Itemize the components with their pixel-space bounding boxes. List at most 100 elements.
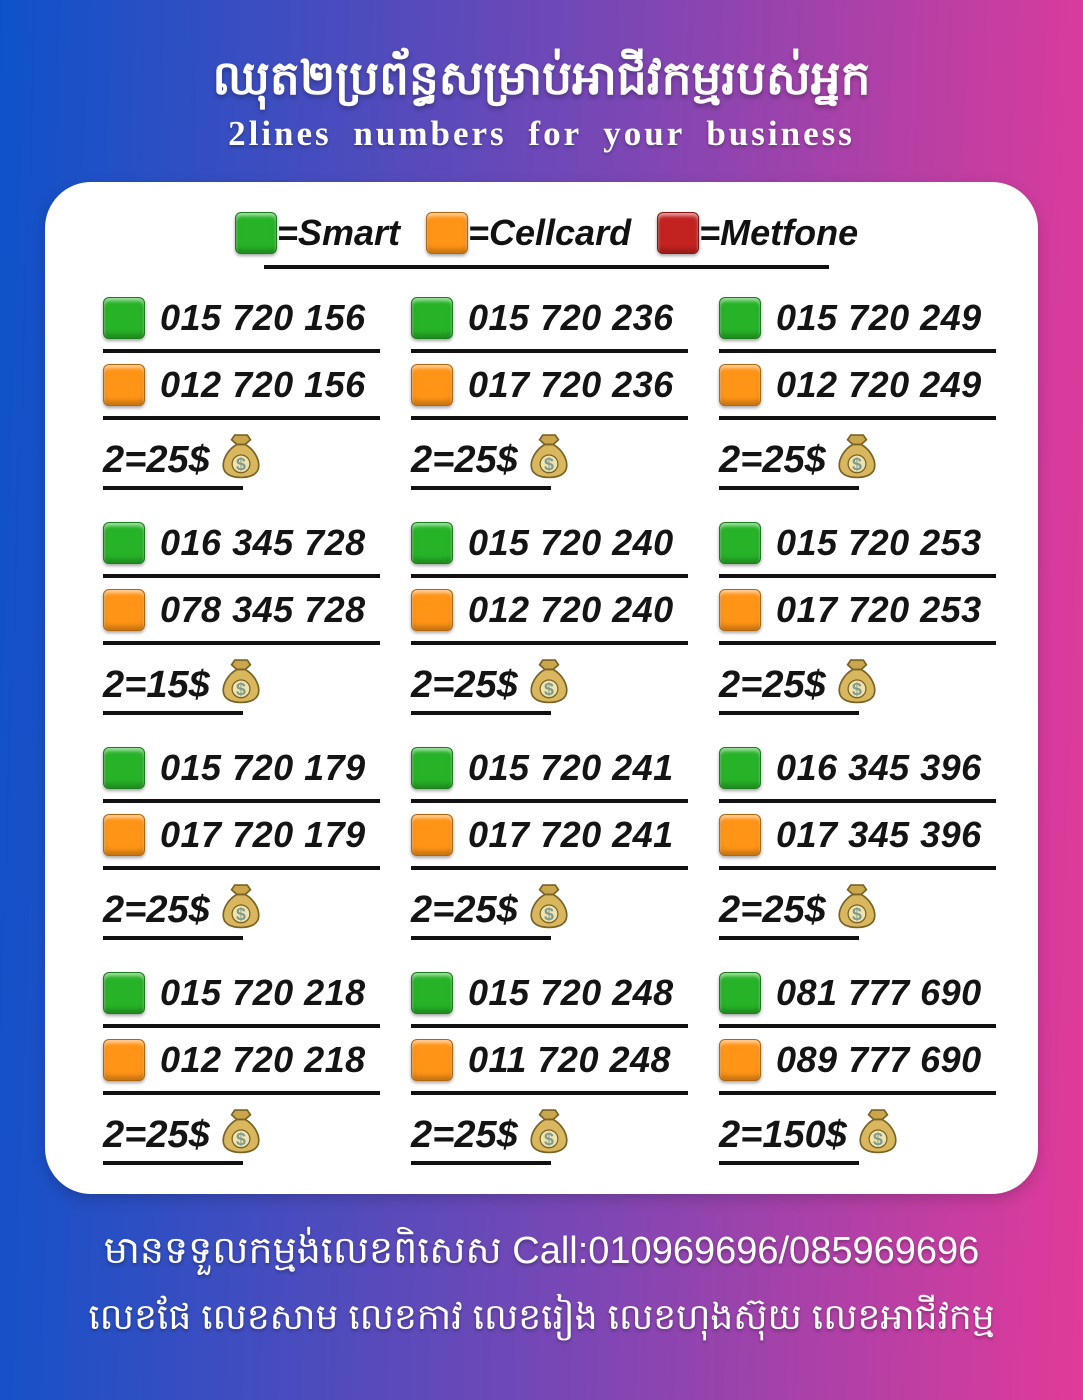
secondary-number-line: 017 720 253 [719, 587, 996, 633]
price-label: 2=25$ [411, 889, 518, 932]
divider [411, 1161, 551, 1166]
price-line: 2=25$ $ [411, 879, 688, 929]
number-pair-cell: 015 720 156 012 720 156 2=25$ $ [103, 295, 380, 491]
phone-number-primary: 015 720 248 [468, 972, 674, 1014]
number-pair-cell: 015 720 240 012 720 240 2=25$ $ [411, 520, 688, 716]
primary-number-line: 015 720 248 [411, 970, 688, 1016]
phone-number-secondary: 089 777 690 [776, 1039, 982, 1081]
cellcard-color-swatch [719, 589, 761, 632]
number-pair-cell: 015 720 179 017 720 179 2=25$ $ [103, 745, 380, 941]
price-line: 2=150$ $ [719, 1104, 996, 1154]
phone-number-secondary: 012 720 240 [468, 589, 674, 631]
smart-color-swatch [719, 972, 761, 1015]
primary-number-line: 015 720 253 [719, 520, 996, 566]
smart-color-swatch [103, 522, 145, 565]
price-label: 2=25$ [719, 439, 826, 482]
secondary-number-line: 078 345 728 [103, 587, 380, 633]
secondary-number-line: 017 720 236 [411, 362, 688, 408]
svg-text:$: $ [852, 680, 862, 700]
phone-number-secondary: 017 720 241 [468, 814, 674, 856]
number-pair-cell: 015 720 253 017 720 253 2=25$ $ [719, 520, 996, 716]
price-line: 2=25$ $ [103, 879, 380, 929]
divider [103, 349, 380, 354]
svg-text:$: $ [544, 905, 554, 925]
svg-text:$: $ [544, 1130, 554, 1150]
divider [719, 1091, 996, 1096]
divider [411, 349, 688, 354]
phone-number-secondary: 012 720 156 [160, 364, 366, 406]
cellcard-color-swatch [103, 1039, 145, 1082]
price-label: 2=25$ [411, 664, 518, 707]
price-label: 2=25$ [103, 889, 210, 932]
cellcard-color-swatch [719, 814, 761, 857]
money-bag-icon: $ [838, 659, 876, 704]
primary-number-line: 016 345 396 [719, 745, 996, 791]
cellcard-color-swatch [103, 589, 145, 632]
price-line: 2=25$ $ [411, 429, 688, 479]
divider [411, 866, 688, 871]
divider [103, 416, 380, 421]
divider [719, 866, 996, 871]
divider [103, 866, 380, 871]
money-bag-icon: $ [859, 1109, 897, 1154]
smart-color-swatch [411, 522, 453, 565]
cellcard-color-swatch [411, 589, 453, 632]
secondary-number-line: 012 720 156 [103, 362, 380, 408]
phone-number-primary: 015 720 156 [160, 297, 366, 339]
smart-color-swatch [411, 297, 453, 340]
phone-number-primary: 015 720 218 [160, 972, 366, 1014]
footer-contact-line: មានទទួលកម្មង់លេខពិសេស Call:010969696/085… [103, 1230, 980, 1273]
primary-number-line: 016 345 728 [103, 520, 380, 566]
divider [411, 711, 551, 716]
divider [411, 1024, 688, 1029]
divider [719, 1161, 859, 1166]
divider [103, 711, 243, 716]
price-line: 2=25$ $ [411, 1104, 688, 1154]
divider [719, 641, 996, 646]
legend-item-label: =Metfone [699, 212, 859, 254]
price-label: 2=25$ [411, 439, 518, 482]
cellcard-color-swatch [103, 364, 145, 407]
svg-text:$: $ [236, 1130, 246, 1150]
page-title: ឈុត២ប្រព័ន្ធសម្រាប់អាជីវកម្មរបស់អ្នក [212, 51, 871, 104]
divider [719, 416, 996, 421]
money-bag-icon: $ [530, 884, 568, 929]
phone-number-primary: 015 720 179 [160, 747, 366, 789]
smart-color-swatch [719, 522, 761, 565]
phone-number-primary: 015 720 253 [776, 522, 982, 564]
divider [411, 1091, 688, 1096]
price-label: 2=15$ [103, 664, 210, 707]
cellcard-color-swatch [425, 212, 468, 255]
phone-number-primary: 016 345 396 [776, 747, 982, 789]
number-pair-cell: 015 720 241 017 720 241 2=25$ $ [411, 745, 688, 941]
svg-text:$: $ [852, 905, 862, 925]
divider [103, 799, 380, 804]
primary-number-line: 015 720 156 [103, 295, 380, 341]
footer: មានទទួលកម្មង់លេខពិសេស Call:010969696/085… [0, 1226, 1083, 1347]
phone-number-secondary: 012 720 249 [776, 364, 982, 406]
smart-color-swatch [103, 972, 145, 1015]
phone-number-secondary: 078 345 728 [160, 589, 366, 631]
divider [411, 416, 688, 421]
price-label: 2=25$ [719, 664, 826, 707]
money-bag-icon: $ [222, 1109, 260, 1154]
divider [103, 486, 243, 491]
phone-number-secondary: 017 345 396 [776, 814, 982, 856]
price-line: 2=25$ $ [103, 1104, 380, 1154]
number-pair-cell: 016 345 728 078 345 728 2=15$ $ [103, 520, 380, 716]
secondary-number-line: 012 720 240 [411, 587, 688, 633]
number-pair-cell: 081 777 690 089 777 690 2=150$ $ [719, 970, 996, 1166]
smart-color-swatch [719, 747, 761, 790]
cellcard-color-swatch [719, 364, 761, 407]
metfone-color-swatch [657, 212, 700, 255]
cellcard-color-swatch [103, 814, 145, 857]
primary-number-line: 015 720 241 [411, 745, 688, 791]
svg-text:$: $ [236, 905, 246, 925]
money-bag-icon: $ [530, 659, 568, 704]
numbers-card: =Smart =Cellcard =Metfone 015 720 156 01… [45, 182, 1038, 1195]
divider [719, 486, 859, 491]
secondary-number-line: 017 720 241 [411, 812, 688, 858]
secondary-number-line: 012 720 218 [103, 1037, 380, 1083]
svg-text:$: $ [544, 455, 554, 475]
